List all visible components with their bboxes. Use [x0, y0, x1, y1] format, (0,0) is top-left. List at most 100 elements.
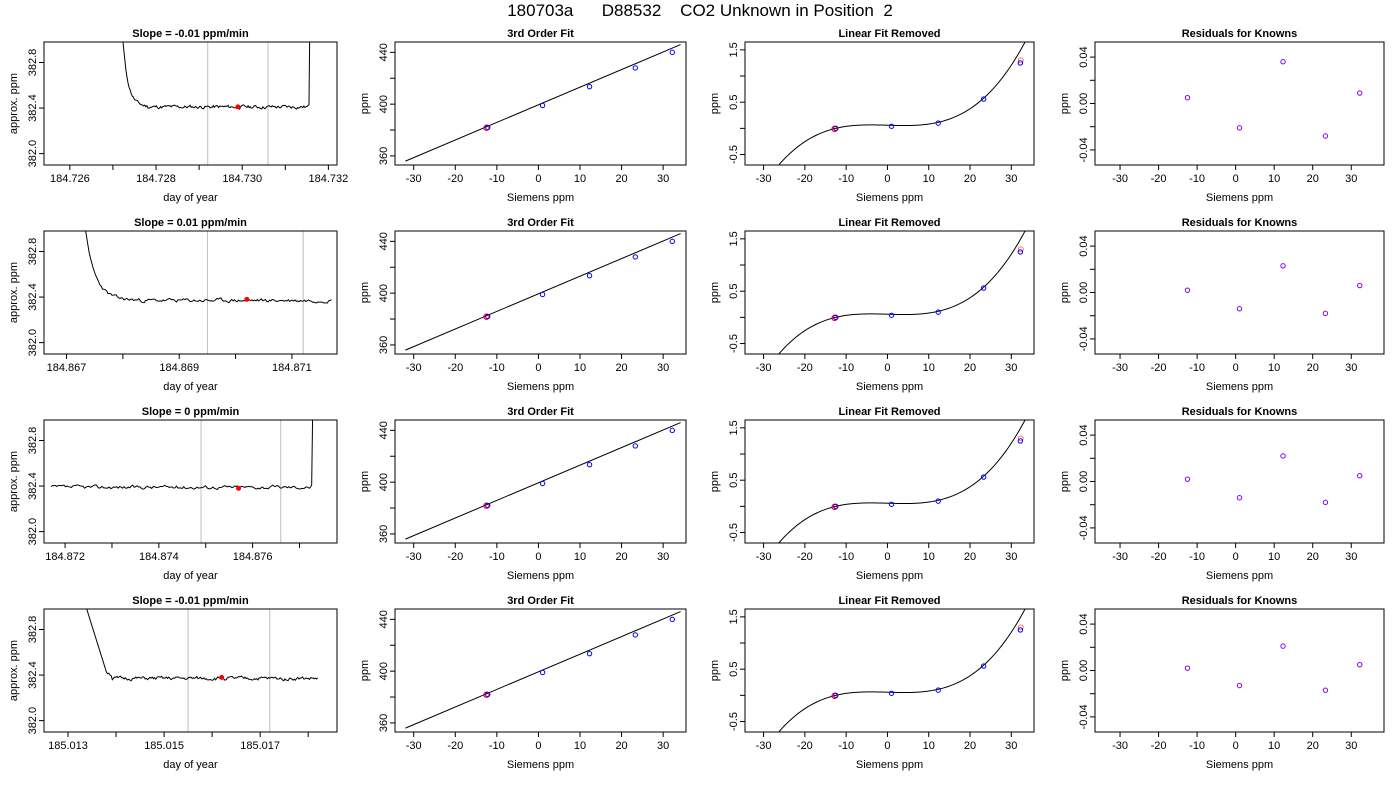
x-axis-label: Siemens ppm — [1206, 570, 1273, 582]
x-tick-label: -10 — [489, 551, 505, 563]
y-tick-label: 382.8 — [27, 427, 39, 455]
x-tick-label: -20 — [1151, 173, 1167, 185]
x-tick-label: 20 — [964, 740, 976, 752]
x-tick-label: 10 — [1268, 173, 1280, 185]
y-tick-label: 360 — [378, 147, 390, 165]
x-tick-label: 185.013 — [48, 740, 88, 752]
residual-point — [1184, 665, 1191, 671]
x-tick-label: 0 — [535, 362, 541, 374]
x-tick-label: -30 — [406, 362, 422, 374]
panel-title: Linear Fit Removed — [838, 595, 940, 607]
residual-point — [1236, 306, 1243, 312]
residual-point — [1357, 472, 1363, 479]
y-axis-label: ppm — [1059, 471, 1071, 492]
x-tick-label: 30 — [1345, 362, 1357, 374]
panel-1-2: Linear Fit Removed -30 -20 -10 0 10 20 30 -0.5 0.… — [709, 217, 1035, 393]
x-tick-label: 20 — [615, 551, 627, 563]
x-tick-label: 20 — [964, 551, 976, 563]
y-tick-label: 400 — [378, 473, 390, 491]
x-tick-label: 184.869 — [159, 362, 199, 374]
plot-area — [778, 231, 1026, 354]
x-axis-label: Siemens ppm — [1206, 381, 1273, 393]
y-axis-label: ppm — [1059, 93, 1071, 114]
panel-2-3: Residuals for Knowns -30 -20 -10 0 10 20 30 -0.0… — [1059, 406, 1385, 582]
panel-title: Residuals for Knowns — [1182, 217, 1298, 229]
y-axis-label: ppm — [1059, 282, 1071, 303]
x-tick-label: 30 — [657, 362, 669, 374]
x-tick-label: 10 — [1268, 740, 1280, 752]
y-tick-label: 382.0 — [27, 140, 39, 168]
plot-frame — [43, 230, 338, 355]
x-tick-label: 20 — [615, 740, 627, 752]
x-tick-label: -20 — [797, 551, 813, 563]
standard-point — [586, 650, 593, 657]
y-tick-label: 0.00 — [1078, 471, 1090, 492]
x-tick-label: -20 — [797, 362, 813, 374]
standard-point — [669, 427, 675, 434]
panel-title: Slope = 0 ppm/min — [142, 406, 240, 418]
standard-point — [632, 443, 638, 449]
panel-0-1: 3rd Order Fit -30 -20 -10 0 10 20 30 360 400 440 Si… — [359, 28, 687, 204]
signal-trace — [86, 609, 319, 682]
plot-area — [50, 420, 314, 543]
residual-point — [1322, 687, 1329, 693]
x-tick-label: 0 — [884, 362, 890, 374]
x-tick-label: 30 — [1345, 740, 1357, 752]
x-tick-label: 10 — [923, 173, 935, 185]
unknown-sample-marker — [235, 104, 241, 110]
standard-point — [539, 669, 546, 676]
plot-frame — [43, 419, 338, 544]
y-tick-label: 0.00 — [1078, 93, 1090, 114]
panel-2-0: Slope = 0 ppm/min 184.872 184.874 184.876 38… — [8, 406, 338, 582]
plot-area — [405, 233, 681, 351]
y-tick-label: -0.5 — [728, 712, 740, 731]
unknown-estimate-point — [1017, 246, 1024, 253]
plot-area — [85, 231, 332, 354]
y-tick-label: -0.04 — [1078, 704, 1090, 729]
x-tick-label: 10 — [574, 362, 586, 374]
standard-point — [888, 123, 895, 129]
x-tick-label: -20 — [1151, 551, 1167, 563]
plot-area — [1184, 59, 1363, 139]
y-tick-label: 400 — [378, 284, 390, 302]
y-axis-label: ppm — [709, 471, 721, 492]
standard-point — [833, 692, 839, 699]
panel-3-3: Residuals for Knowns -30 -20 -10 0 10 20 30 -0.0… — [1059, 595, 1385, 771]
x-tick-label: 30 — [657, 551, 669, 563]
unknown-estimate-point — [1017, 57, 1024, 64]
panel-0-0: Slope = -0.01 ppm/min 184.726 184.728 184.7… — [8, 28, 348, 204]
y-tick-label: 382.0 — [27, 707, 39, 735]
x-tick-label: 30 — [1005, 551, 1017, 563]
y-tick-label: 382.8 — [27, 238, 39, 266]
unknown-sample-marker — [236, 485, 242, 491]
plot-area — [1184, 453, 1363, 506]
y-tick-label: 382.4 — [27, 94, 39, 122]
standard-point — [669, 49, 675, 56]
plot-frame — [394, 230, 687, 355]
x-tick-label: 0 — [1233, 173, 1239, 185]
x-axis-label: Siemens ppm — [856, 192, 923, 204]
x-tick-label: 0 — [884, 173, 890, 185]
signal-trace — [50, 420, 314, 491]
residual-point — [1280, 643, 1286, 649]
residual-point — [1357, 661, 1363, 668]
x-tick-label: 20 — [615, 173, 627, 185]
y-tick-label: 360 — [378, 336, 390, 354]
plot-frame — [394, 41, 687, 166]
x-tick-label: -30 — [406, 551, 422, 563]
x-tick-label: 0 — [1233, 551, 1239, 563]
x-tick-label: -10 — [489, 362, 505, 374]
plot-area — [122, 42, 311, 165]
y-tick-label: 400 — [378, 662, 390, 680]
panel-title: Slope = 0.01 ppm/min — [134, 217, 247, 229]
x-axis-label: Siemens ppm — [1206, 192, 1273, 204]
residual-point — [1184, 476, 1191, 482]
x-tick-label: -20 — [447, 740, 463, 752]
residual-point — [1280, 263, 1286, 269]
x-tick-label: 10 — [923, 551, 935, 563]
plot-area — [778, 609, 1026, 732]
panel-title: Linear Fit Removed — [838, 406, 940, 418]
x-tick-label: 10 — [923, 740, 935, 752]
x-tick-label: 20 — [1307, 740, 1319, 752]
